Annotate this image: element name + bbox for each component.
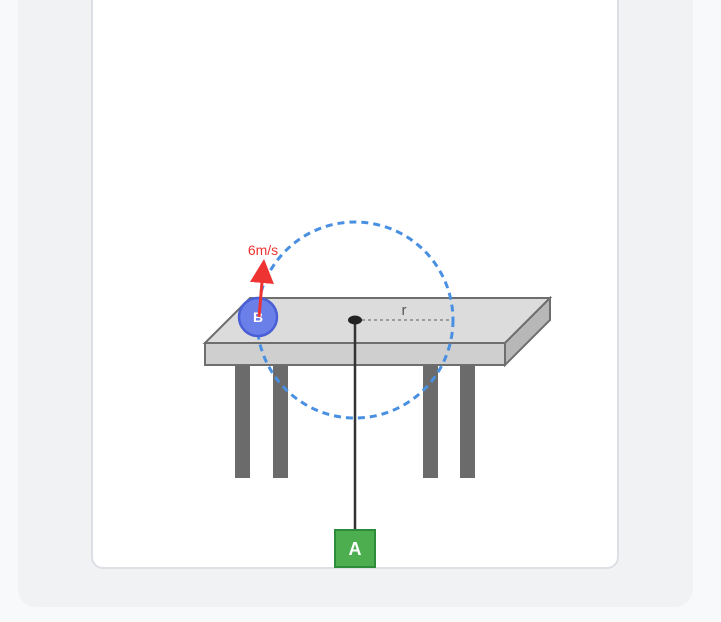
block-label: A <box>349 539 362 559</box>
table-hole <box>348 315 362 325</box>
puck-label: B <box>253 309 263 325</box>
table-leg-2 <box>273 362 288 478</box>
velocity-label: 6m/s <box>248 242 278 258</box>
radius-label: r <box>402 302 407 319</box>
hanging-block-a <box>334 529 376 568</box>
table-leg-1 <box>235 362 250 478</box>
circular-path <box>255 220 455 420</box>
table-leg-4 <box>460 362 475 478</box>
table-leg-3 <box>423 362 438 478</box>
puck-b <box>237 296 279 338</box>
velocity-arrow <box>250 259 274 318</box>
